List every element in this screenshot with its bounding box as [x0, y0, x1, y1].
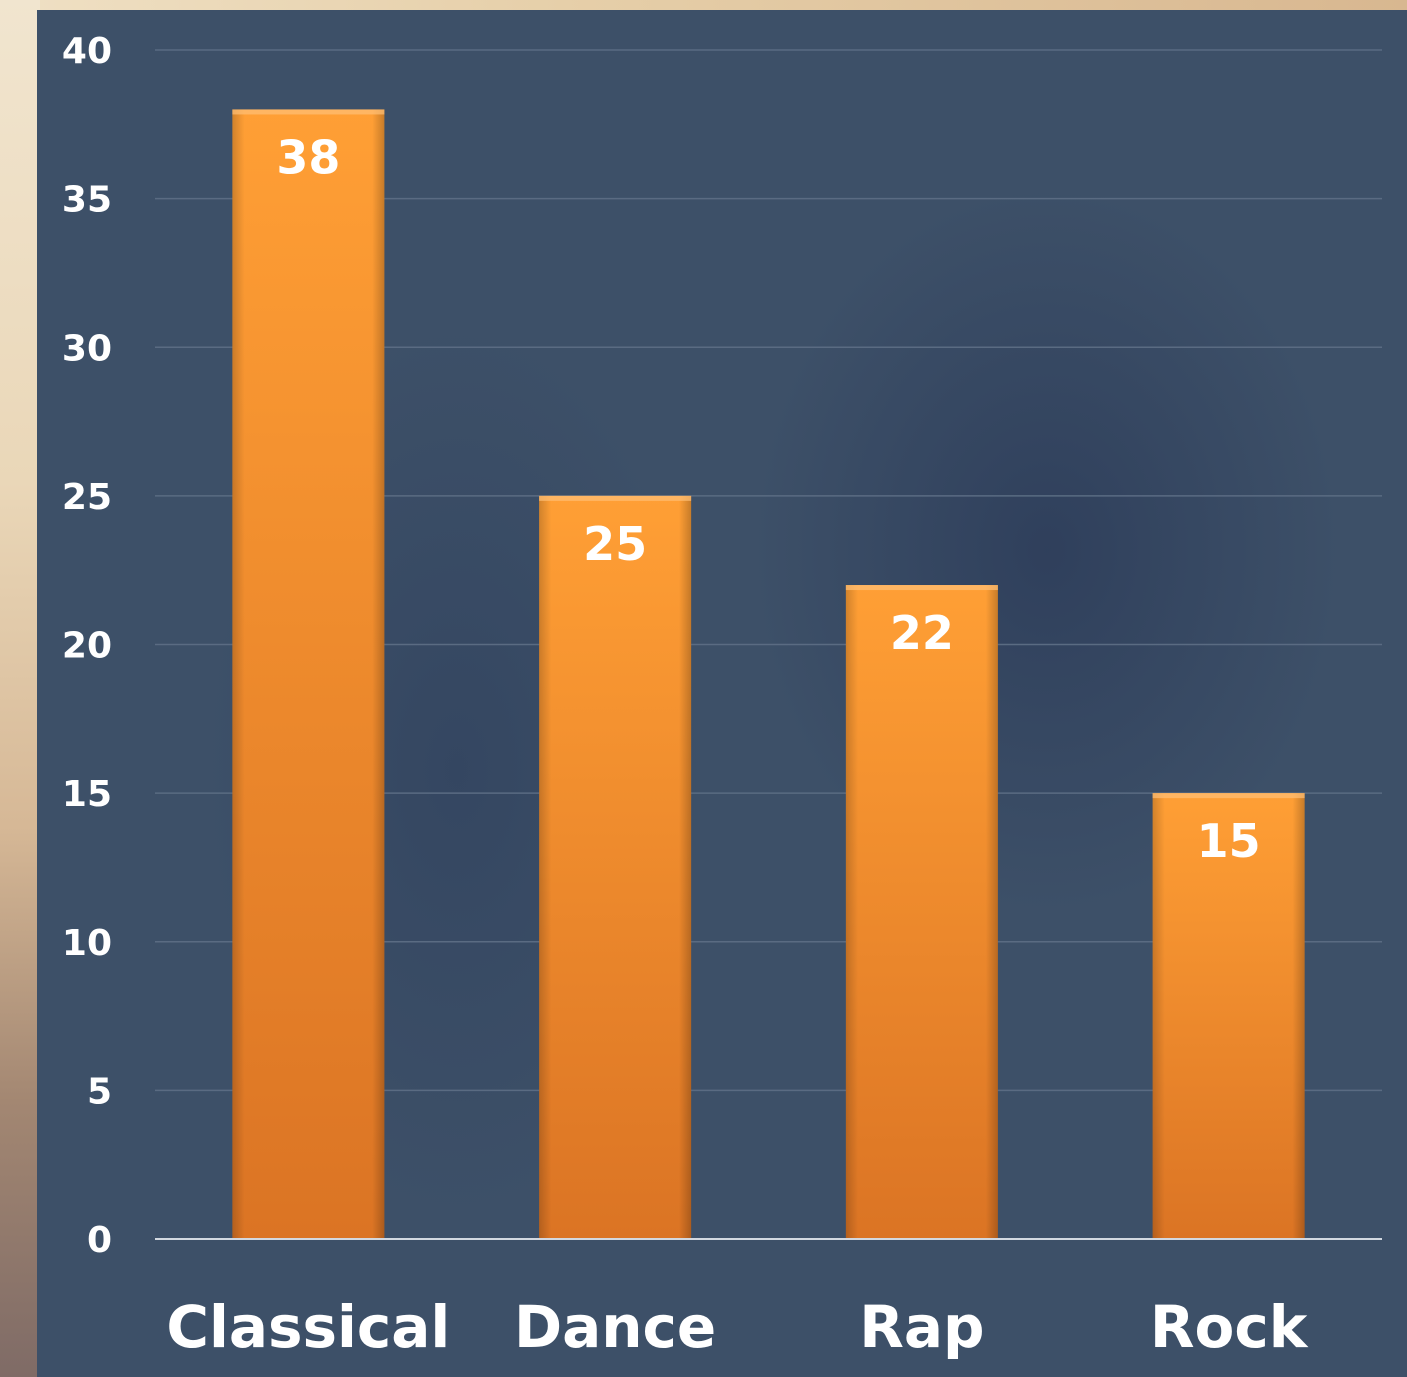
background-photo-edge: [0, 0, 40, 1377]
y-tick-label: 15: [62, 774, 112, 815]
x-category-label: Classical: [166, 1293, 450, 1361]
y-tick-label: 10: [62, 923, 112, 964]
data-label: 22: [890, 606, 954, 660]
bar-top-bevel: [1152, 793, 1305, 799]
y-tick-label: 0: [87, 1220, 112, 1261]
bars: 38 25 22 15: [232, 109, 1305, 1240]
x-category-label: Dance: [514, 1293, 716, 1361]
bar-classical: 38: [232, 109, 385, 1240]
bar-rap: 22: [845, 585, 998, 1239]
y-tick-label: 20: [62, 626, 112, 667]
bar-rock: 15: [1152, 793, 1305, 1239]
bar-shading: [539, 495, 692, 1239]
data-label: 38: [276, 130, 340, 184]
y-tick-label: 35: [62, 180, 112, 221]
bar-top-bevel: [539, 495, 692, 501]
x-axis-categories: Classical Dance Rap Rock: [166, 1293, 1308, 1361]
bar-shading: [845, 585, 998, 1239]
data-label: 15: [1197, 814, 1261, 868]
bar-shading: [1152, 793, 1305, 1239]
y-tick-label: 40: [62, 31, 112, 72]
y-tick-label: 5: [87, 1071, 112, 1112]
data-label: 25: [583, 517, 647, 571]
x-category-label: Rock: [1150, 1293, 1309, 1361]
y-tick-label: 30: [62, 328, 112, 369]
bar-top-bevel: [232, 109, 385, 115]
x-category-label: Rap: [859, 1293, 984, 1361]
bar-shading: [232, 109, 385, 1240]
y-axis-ticks: 0 5 10 15 20 25 30 35 40: [62, 31, 112, 1261]
bar-top-bevel: [845, 585, 998, 591]
y-tick-label: 25: [62, 477, 112, 518]
bar-dance: 25: [539, 495, 692, 1239]
